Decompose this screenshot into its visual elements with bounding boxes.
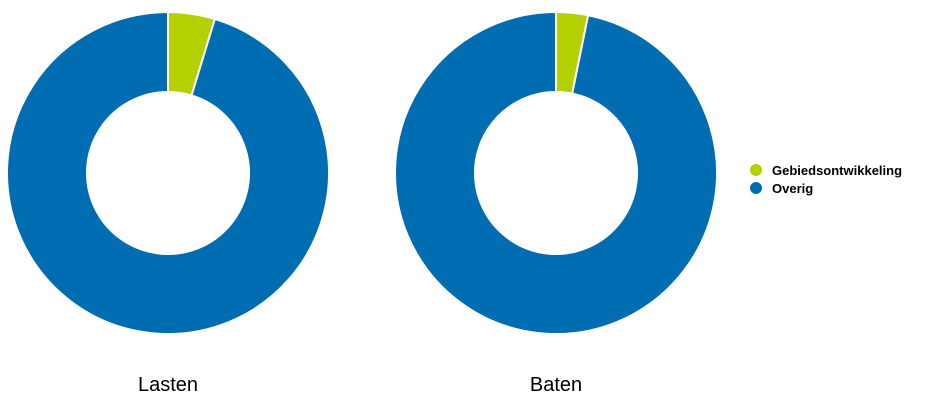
donut-slice-baten-overig[interactable] bbox=[394, 10, 718, 335]
donut-chart-lasten bbox=[6, 10, 330, 335]
donut-slice-lasten-overig[interactable] bbox=[6, 10, 330, 335]
donut-chart-baten bbox=[394, 10, 718, 335]
legend-label-gebiedsontwikkeling: Gebiedsontwikkeling bbox=[772, 162, 903, 178]
chart-title-baten: Baten bbox=[530, 374, 582, 394]
legend-label-overig: Overig bbox=[772, 180, 814, 196]
legend-item-gebiedsontwikkeling[interactable]: Gebiedsontwikkeling bbox=[750, 162, 902, 178]
legend-item-overig[interactable]: Overig bbox=[750, 180, 902, 196]
legend-marker-gebiedsontwikkeling bbox=[750, 164, 762, 176]
legend-marker-overig bbox=[750, 182, 762, 194]
legend: Gebiedsontwikkeling Overig bbox=[750, 162, 902, 198]
chart-title-lasten: Lasten bbox=[138, 374, 198, 394]
